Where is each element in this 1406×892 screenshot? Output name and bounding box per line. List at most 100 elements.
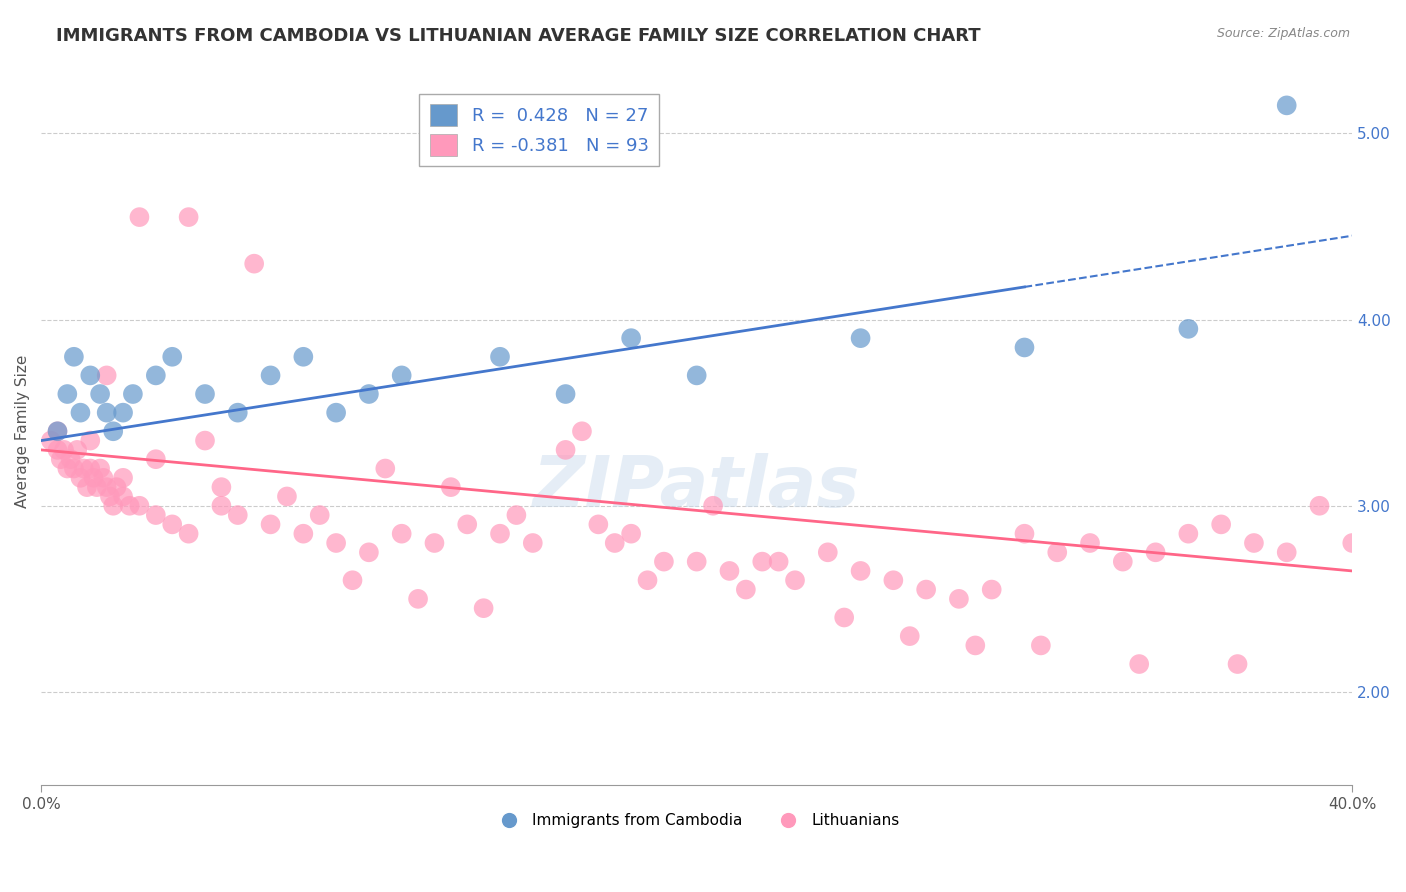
Point — [122, 387, 145, 401]
Point — [96, 406, 118, 420]
Point — [702, 499, 724, 513]
Point — [1308, 499, 1330, 513]
Point — [1078, 536, 1101, 550]
Point — [915, 582, 938, 597]
Point — [1211, 517, 1233, 532]
Point — [522, 536, 544, 550]
Point — [571, 424, 593, 438]
Point — [53, 442, 76, 457]
Point — [718, 564, 741, 578]
Point — [96, 368, 118, 383]
Point — [292, 526, 315, 541]
Point — [86, 480, 108, 494]
Point — [1275, 545, 1298, 559]
Point — [79, 434, 101, 448]
Point — [259, 517, 281, 532]
Point — [46, 442, 69, 457]
Point — [226, 508, 249, 522]
Point — [588, 517, 610, 532]
Point — [620, 526, 643, 541]
Point — [89, 461, 111, 475]
Point — [325, 406, 347, 420]
Point — [489, 350, 512, 364]
Point — [1177, 526, 1199, 541]
Point — [391, 526, 413, 541]
Point — [1046, 545, 1069, 559]
Point — [965, 639, 987, 653]
Point — [1014, 341, 1036, 355]
Point — [160, 350, 183, 364]
Point — [637, 573, 659, 587]
Point — [980, 582, 1002, 597]
Point — [194, 434, 217, 448]
Point — [209, 499, 232, 513]
Point — [898, 629, 921, 643]
Point — [128, 210, 150, 224]
Point — [105, 480, 128, 494]
Point — [103, 499, 125, 513]
Point — [882, 573, 904, 587]
Point — [849, 331, 872, 345]
Point — [128, 499, 150, 513]
Point — [76, 480, 98, 494]
Point — [423, 536, 446, 550]
Point — [342, 573, 364, 587]
Point — [160, 517, 183, 532]
Point — [1144, 545, 1167, 559]
Point — [1243, 536, 1265, 550]
Point — [39, 434, 62, 448]
Point — [63, 461, 86, 475]
Point — [357, 545, 380, 559]
Point — [66, 442, 89, 457]
Point — [96, 480, 118, 494]
Point — [276, 490, 298, 504]
Point — [1014, 526, 1036, 541]
Point — [46, 424, 69, 438]
Point — [63, 350, 86, 364]
Point — [226, 406, 249, 420]
Point — [49, 452, 72, 467]
Point — [751, 555, 773, 569]
Point — [177, 526, 200, 541]
Point — [472, 601, 495, 615]
Point — [768, 555, 790, 569]
Point — [145, 452, 167, 467]
Point — [243, 257, 266, 271]
Point — [440, 480, 463, 494]
Point — [56, 461, 79, 475]
Point — [620, 331, 643, 345]
Point — [112, 490, 135, 504]
Point — [93, 471, 115, 485]
Point — [1177, 322, 1199, 336]
Text: IMMIGRANTS FROM CAMBODIA VS LITHUANIAN AVERAGE FAMILY SIZE CORRELATION CHART: IMMIGRANTS FROM CAMBODIA VS LITHUANIAN A… — [56, 27, 981, 45]
Point — [79, 461, 101, 475]
Text: ZIPatlas: ZIPatlas — [533, 453, 860, 523]
Point — [1341, 536, 1364, 550]
Point — [652, 555, 675, 569]
Point — [456, 517, 478, 532]
Point — [69, 471, 91, 485]
Point — [734, 582, 756, 597]
Point — [832, 610, 855, 624]
Point — [948, 591, 970, 606]
Y-axis label: Average Family Size: Average Family Size — [15, 355, 30, 508]
Point — [1128, 657, 1150, 671]
Point — [686, 368, 709, 383]
Point — [59, 452, 82, 467]
Point — [145, 508, 167, 522]
Point — [83, 471, 105, 485]
Point — [56, 387, 79, 401]
Point — [357, 387, 380, 401]
Point — [849, 564, 872, 578]
Point — [118, 499, 141, 513]
Point — [554, 442, 576, 457]
Point — [308, 508, 330, 522]
Point — [1029, 639, 1052, 653]
Point — [374, 461, 396, 475]
Point — [1226, 657, 1249, 671]
Point — [325, 536, 347, 550]
Point — [177, 210, 200, 224]
Point — [89, 387, 111, 401]
Point — [489, 526, 512, 541]
Legend: Immigrants from Cambodia, Lithuanians: Immigrants from Cambodia, Lithuanians — [488, 807, 905, 834]
